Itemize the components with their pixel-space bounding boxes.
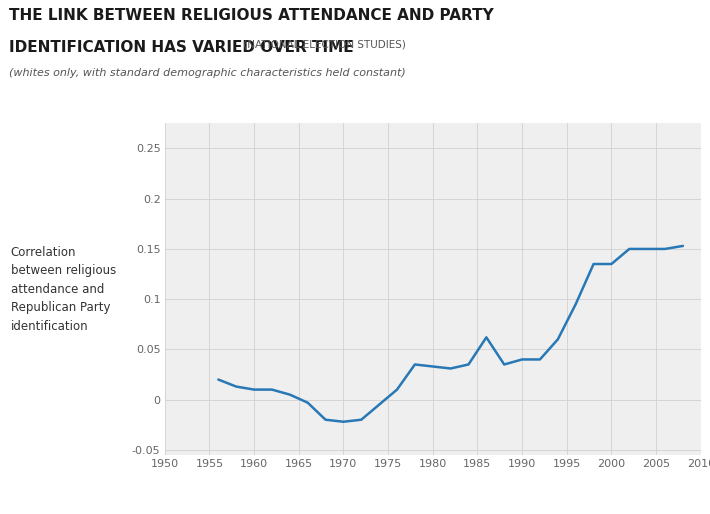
Text: IDENTIFICATION HAS VARIED OVER TIME: IDENTIFICATION HAS VARIED OVER TIME [9, 40, 353, 55]
Text: (NATIONAL ELECTION STUDIES): (NATIONAL ELECTION STUDIES) [239, 39, 405, 49]
Text: (whites only, with standard demographic characteristics held constant): (whites only, with standard demographic … [9, 68, 405, 78]
Text: THE LINK BETWEEN RELIGIOUS ATTENDANCE AND PARTY: THE LINK BETWEEN RELIGIOUS ATTENDANCE AN… [9, 8, 493, 23]
Text: Correlation
between religious
attendance and
Republican Party
identification: Correlation between religious attendance… [11, 246, 116, 333]
